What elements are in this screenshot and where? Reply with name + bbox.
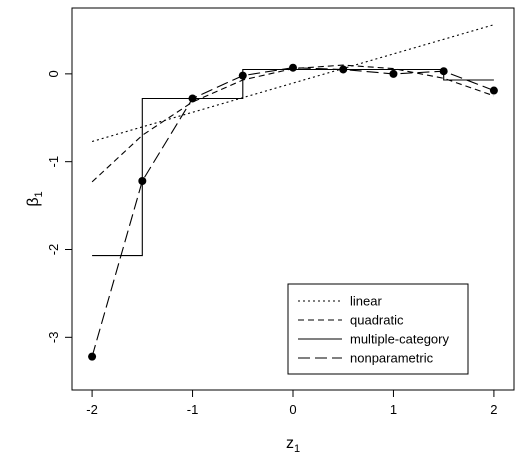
x-axis-title-subscript: 1 bbox=[294, 443, 300, 455]
x-tick-label: 0 bbox=[289, 402, 296, 417]
y-tick-label: -3 bbox=[46, 332, 61, 344]
data-point bbox=[289, 63, 297, 72]
x-tick-label: -2 bbox=[86, 402, 98, 417]
y-axis-title-subscript: 1 bbox=[33, 191, 45, 197]
x-axis-title: z1 bbox=[286, 435, 300, 455]
x-axis: -2 -1 0 1 2 bbox=[86, 389, 498, 417]
data-point bbox=[88, 352, 97, 361]
points-layer bbox=[88, 63, 498, 361]
x-axis-title-main: z bbox=[286, 435, 294, 452]
legend: linear quadratic multiple-category nonparam… bbox=[287, 283, 469, 375]
data-point bbox=[489, 86, 498, 95]
series-linear-line bbox=[91, 24, 495, 143]
legend-label-nonparametric: nonparametric bbox=[350, 351, 434, 366]
data-point bbox=[339, 65, 348, 74]
y-axis: -3 -2 -1 0 bbox=[46, 70, 73, 344]
y-axis-title: β1 bbox=[25, 191, 45, 206]
series-quadratic-line bbox=[91, 64, 495, 183]
x-tick-label: 1 bbox=[390, 402, 397, 417]
data-point bbox=[389, 69, 398, 78]
data-point bbox=[238, 71, 247, 80]
data-point bbox=[439, 67, 448, 76]
series-multiple-category-line bbox=[92, 68, 494, 257]
y-tick-label: -1 bbox=[46, 156, 61, 168]
y-axis-title-main: β bbox=[25, 197, 42, 206]
legend-box bbox=[287, 283, 469, 375]
y-tick-label: -2 bbox=[46, 244, 61, 256]
legend-label-multiple-category: multiple-category bbox=[350, 332, 449, 347]
y-tick-label: 0 bbox=[46, 70, 61, 77]
data-point bbox=[138, 176, 147, 185]
data-point bbox=[188, 94, 197, 103]
legend-label-quadratic: quadratic bbox=[350, 313, 404, 328]
x-tick-label: 2 bbox=[490, 402, 497, 417]
x-tick-label: -1 bbox=[187, 402, 199, 417]
legend-label-linear: linear bbox=[350, 294, 382, 309]
